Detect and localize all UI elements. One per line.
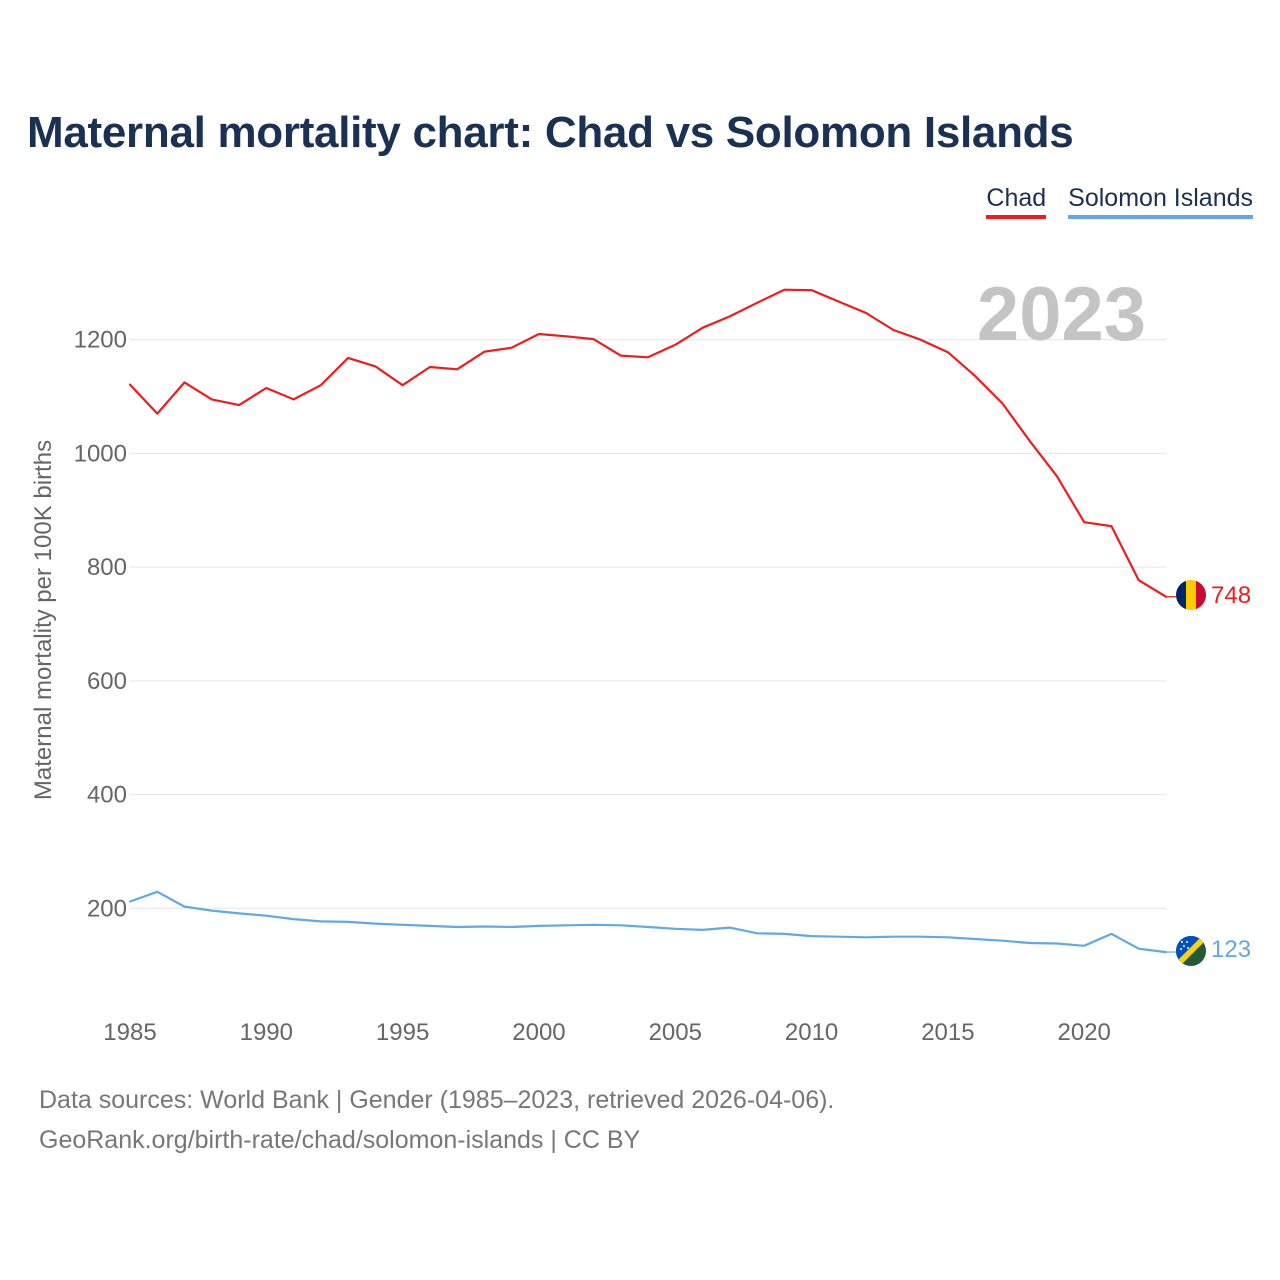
x-tick-label: 1985	[103, 1019, 156, 1046]
x-tick-label: 2000	[512, 1019, 565, 1046]
x-tick-label: 2010	[785, 1019, 838, 1046]
y-tick-label: 400	[87, 782, 127, 809]
legend-item-solomon-islands[interactable]: Solomon Islands	[1068, 184, 1253, 219]
x-tick-label: 2020	[1058, 1019, 1111, 1046]
x-tick-label: 2005	[649, 1019, 702, 1046]
series-line-solomon-islands[interactable]	[128, 890, 1168, 954]
y-tick-label: 1200	[74, 327, 127, 354]
gridlines	[130, 339, 1166, 909]
chad-flag-icon	[1176, 580, 1206, 610]
series-line-chad[interactable]	[128, 288, 1168, 598]
y-tick-label: 1000	[74, 440, 127, 467]
x-tick-label: 1990	[240, 1019, 293, 1046]
x-axis-ticks: 1985 1990 1995 2000 2005 2010 2015 2020	[103, 1019, 1111, 1046]
legend: Chad Solomon Islands	[986, 184, 1253, 219]
chart-title: Maternal mortality chart: Chad vs Solomo…	[27, 108, 1074, 157]
line-chart: 2023 200 400 600 800 1000 1200 1985 1990 1995 20…	[30, 272, 1251, 1046]
y-tick-label: 200	[87, 895, 127, 922]
chad-end-label: 748	[1211, 582, 1251, 609]
solomon-islands-flag-icon	[1176, 936, 1206, 966]
x-tick-label: 1995	[376, 1019, 429, 1046]
y-tick-label: 800	[87, 554, 127, 581]
y-tick-label: 600	[87, 668, 127, 695]
x-tick-label: 2015	[921, 1019, 974, 1046]
data-source-note: Data sources: World Bank | Gender (1985–…	[39, 1086, 835, 1114]
credit-link[interactable]: GeoRank.org/birth-rate/chad/solomon-isla…	[39, 1126, 641, 1154]
solomon-islands-end-label: 123	[1211, 936, 1251, 963]
year-badge: 2023	[977, 272, 1146, 357]
y-axis-ticks: 200 400 600 800 1000 1200	[74, 327, 127, 923]
y-axis-label: Maternal mortality per 100K births	[30, 440, 57, 800]
legend-item-chad[interactable]: Chad	[986, 184, 1047, 219]
series-lines	[128, 288, 1176, 954]
